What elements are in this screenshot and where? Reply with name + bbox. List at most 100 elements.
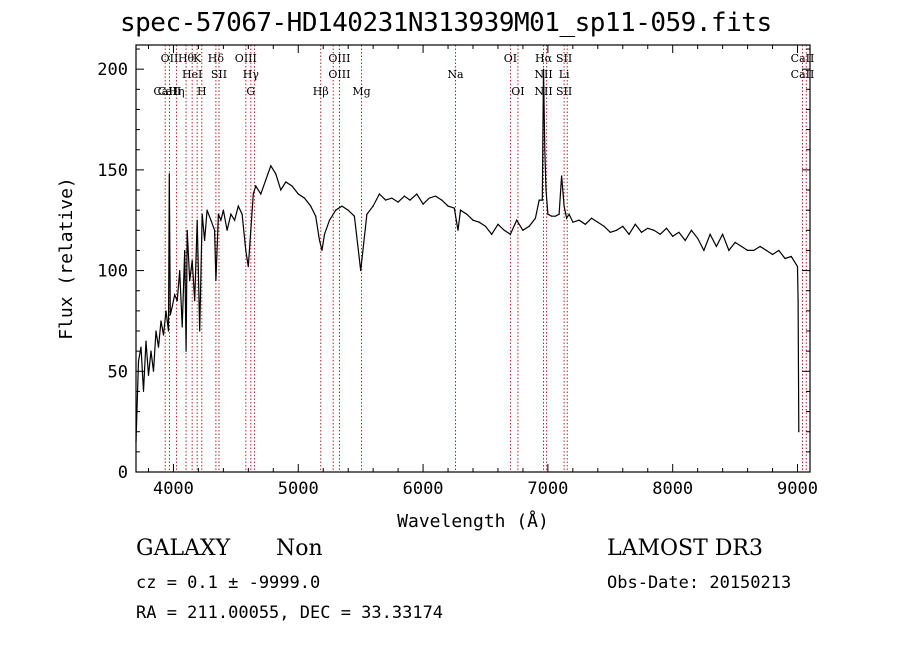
spectrum-point xyxy=(226,229,228,231)
spectrum-point xyxy=(378,193,380,195)
survey-name: LAMOST DR3 xyxy=(607,536,763,561)
spectrum-point xyxy=(250,229,252,231)
spectrum-point xyxy=(734,241,736,243)
spectrum-point xyxy=(152,370,155,372)
spectrum-point xyxy=(554,215,556,217)
spectrum-point xyxy=(265,179,267,181)
plot-frame xyxy=(135,44,811,473)
spectrum-point xyxy=(303,197,306,199)
spectrum-point xyxy=(561,175,563,177)
spectral-line-label: NII xyxy=(534,85,552,98)
redshift-text: cz = 0.1 ± -9999.0 xyxy=(136,573,321,593)
spectrum-point xyxy=(563,205,565,207)
spectral-line-label: HeI xyxy=(182,68,202,81)
spectrum-point xyxy=(778,249,780,252)
y-tick-label: 0 xyxy=(118,463,128,483)
spectral-line-label: SII xyxy=(556,52,572,65)
spectrum-point xyxy=(297,193,299,195)
spectral-line-label: Hδ xyxy=(208,52,225,65)
spectrum-point xyxy=(753,249,755,252)
spectral-line-label: OI xyxy=(511,85,524,98)
spectrum-point xyxy=(545,189,547,191)
spectrum-point xyxy=(609,231,611,233)
spectrum-point xyxy=(214,229,216,231)
spectrum-point xyxy=(230,213,232,215)
spectrum-point xyxy=(722,233,724,235)
y-tick-label: 150 xyxy=(97,161,128,181)
spectrum-point xyxy=(628,233,630,235)
spectrum-point xyxy=(260,193,262,195)
obs-date-text: Obs-Date: 20150213 xyxy=(607,573,792,593)
spectrum-point xyxy=(428,197,430,199)
spectrum-point xyxy=(385,199,387,201)
spectrum-point xyxy=(578,219,580,221)
spectrum-point xyxy=(597,221,599,223)
spectrum-point xyxy=(547,213,549,215)
spectrum-point xyxy=(285,181,287,183)
spectral-line-label: NII xyxy=(534,68,552,81)
spectrum-point xyxy=(275,173,277,175)
coordinates-text: RA = 211.00055, DEC = 33.33174 xyxy=(136,603,444,623)
x-tick-label: 9000 xyxy=(777,479,818,499)
spectral-line-label: CaII xyxy=(153,85,177,98)
spectrum-point xyxy=(566,217,568,219)
spectrum-point xyxy=(409,199,411,201)
spectrum-point xyxy=(728,249,730,252)
spectrum-point xyxy=(509,233,512,235)
spectral-line-label: K xyxy=(193,52,202,65)
spectral-line-label: Hα xyxy=(535,52,553,65)
spectrum-point xyxy=(220,219,222,221)
spectral-line-label: OIII xyxy=(328,52,350,65)
spectrum-point xyxy=(647,227,649,229)
spectrum-point xyxy=(534,217,537,219)
spectrum-point xyxy=(162,334,165,336)
spectrum-point xyxy=(353,215,356,217)
spectrum-point xyxy=(672,235,674,237)
spectrum-point xyxy=(145,340,147,342)
spectrum-point xyxy=(270,165,272,167)
spectrum-point xyxy=(147,374,150,376)
spectrum-point xyxy=(690,229,693,231)
spectrum-point xyxy=(372,205,374,207)
spectrum-point xyxy=(715,245,717,248)
spectral-line-label: CaII xyxy=(158,85,182,98)
spectrum-point xyxy=(196,219,198,221)
spectral-line-label: SII xyxy=(556,85,572,98)
spectrum-point xyxy=(497,223,499,225)
spectrum-point xyxy=(167,330,170,332)
spectrum-point xyxy=(321,249,323,252)
spectrum-point xyxy=(441,199,443,201)
spectrum-point xyxy=(746,249,749,252)
spectrum-point xyxy=(310,205,312,207)
spectrum-point xyxy=(247,265,249,268)
spectrum-point xyxy=(142,390,145,393)
spectral-line-label: Hη xyxy=(168,85,184,98)
spectral-line-label: OIII xyxy=(235,52,257,65)
spectrum-point xyxy=(466,213,468,215)
spectrum-point xyxy=(234,219,236,221)
spectrum-point xyxy=(174,294,176,296)
spectrum-point xyxy=(765,249,767,252)
spectrum-point xyxy=(771,253,774,256)
spectrum-point xyxy=(522,229,524,231)
spectrum-series-line xyxy=(135,69,800,442)
spectrum-point xyxy=(659,233,661,235)
spectral-line-label: OI xyxy=(504,52,517,65)
spectrum-point xyxy=(347,209,349,211)
spectrum-point xyxy=(403,195,405,197)
x-tick-label: 7000 xyxy=(527,479,568,499)
spectral-line-label: Hθ xyxy=(178,52,195,65)
y-tick-label: 50 xyxy=(108,362,128,382)
spectrum-point xyxy=(181,326,183,328)
spectrum-point xyxy=(150,350,152,352)
spectrum-point xyxy=(194,300,196,302)
x-axis-label: Wavelength (Å) xyxy=(397,510,549,532)
spectrum-point xyxy=(572,221,574,223)
spectrum-point xyxy=(795,263,797,266)
spectrum-point xyxy=(157,346,160,348)
spectrum-point xyxy=(185,350,187,352)
spectrum-point xyxy=(318,239,321,241)
x-tick-label: 4000 xyxy=(153,479,194,499)
spectrum-point xyxy=(169,314,171,316)
spectrum-point xyxy=(544,149,546,151)
